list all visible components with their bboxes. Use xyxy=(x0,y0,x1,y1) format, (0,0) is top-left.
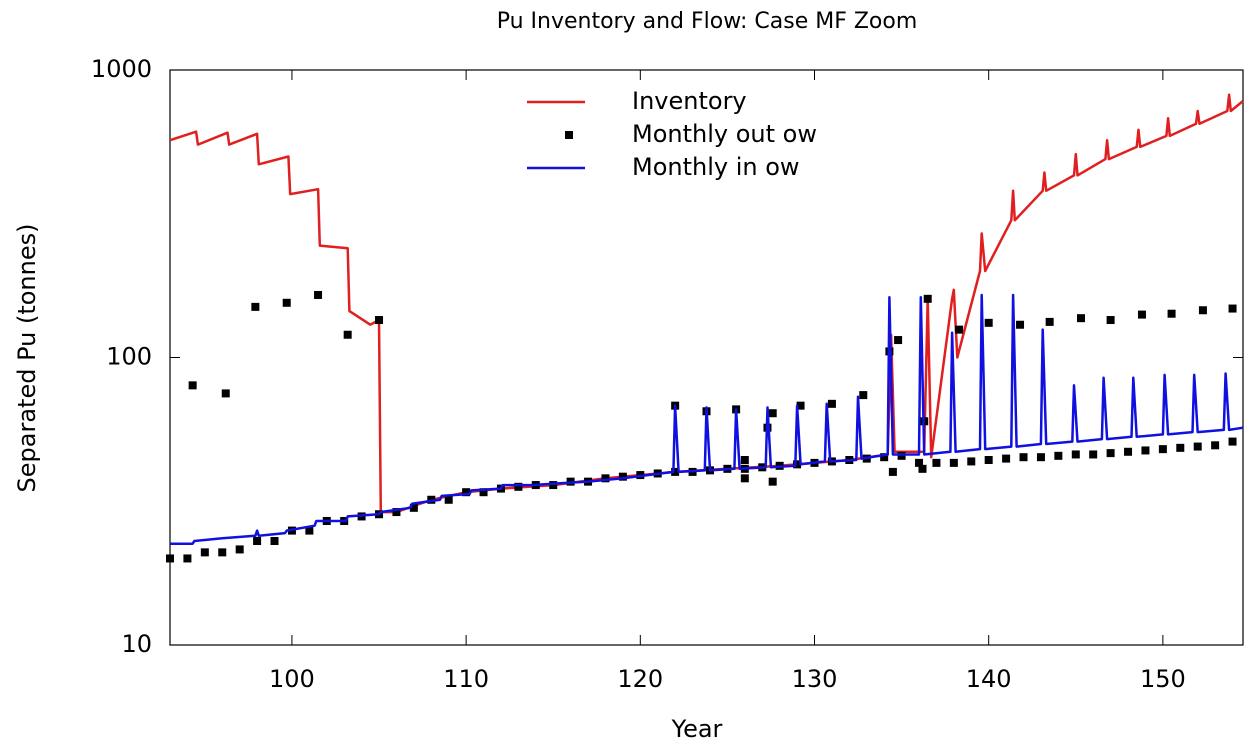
x-tick-label: 100 xyxy=(269,665,315,693)
data-point xyxy=(270,537,279,546)
data-point xyxy=(923,294,932,303)
data-point xyxy=(235,545,244,554)
data-point xyxy=(740,456,749,465)
x-tick-label: 150 xyxy=(1140,665,1186,693)
data-point xyxy=(1124,447,1133,456)
data-point xyxy=(859,391,868,400)
x-tick-label: 130 xyxy=(792,665,838,693)
data-point xyxy=(1089,450,1098,459)
data-point xyxy=(984,318,993,327)
data-point xyxy=(740,474,749,483)
x-axis-label: Year xyxy=(671,715,723,743)
data-point xyxy=(1016,320,1025,329)
data-point xyxy=(796,401,805,410)
data-line xyxy=(170,293,1244,545)
data-point xyxy=(218,548,227,557)
data-point xyxy=(183,554,192,563)
data-point xyxy=(915,458,924,467)
data-point xyxy=(251,302,260,311)
data-point xyxy=(1141,446,1150,455)
data-point xyxy=(253,537,262,546)
data-point xyxy=(601,474,610,483)
data-point xyxy=(949,458,958,467)
x-tick-label: 140 xyxy=(966,665,1012,693)
data-point xyxy=(1158,445,1167,454)
data-point xyxy=(221,389,230,398)
data-point xyxy=(188,381,197,390)
y-axis-label: Separated Pu (tonnes) xyxy=(13,224,41,493)
data-point xyxy=(1054,451,1063,460)
legend-label: Monthly out ow xyxy=(632,120,817,148)
x-tick-label: 110 xyxy=(443,665,489,693)
data-point xyxy=(1077,314,1086,323)
data-point xyxy=(514,482,523,491)
data-point xyxy=(1137,310,1146,319)
data-point xyxy=(827,399,836,408)
data-point xyxy=(166,554,174,563)
data-point xyxy=(392,508,401,517)
x-tick-label: 120 xyxy=(617,665,663,693)
data-point xyxy=(343,330,352,339)
data-point xyxy=(618,472,627,481)
data-point xyxy=(282,298,291,307)
data-point xyxy=(1106,316,1115,325)
data-point xyxy=(200,548,209,557)
chart-title: Pu Inventory and Flow: Case MF Zoom xyxy=(497,9,918,34)
data-point xyxy=(549,481,558,490)
data-point xyxy=(894,336,903,345)
data-point xyxy=(918,464,927,473)
data-point xyxy=(932,458,941,467)
data-point xyxy=(880,453,889,462)
data-point xyxy=(1167,309,1176,318)
data-point xyxy=(768,477,777,486)
data-point xyxy=(1176,443,1185,452)
legend-label: Monthly in ow xyxy=(632,153,800,181)
data-point xyxy=(1019,453,1028,462)
data-point xyxy=(671,467,680,476)
data-point xyxy=(462,488,471,497)
data-point xyxy=(1193,442,1202,451)
data-point xyxy=(1228,304,1237,313)
data-point xyxy=(967,457,976,466)
data-point xyxy=(375,316,384,325)
data-point xyxy=(793,460,802,469)
data-point xyxy=(1036,453,1045,462)
y-tick-label: 1000 xyxy=(91,55,152,83)
data-point xyxy=(1198,306,1207,315)
data-point xyxy=(444,495,453,504)
data-point xyxy=(1071,450,1080,459)
y-tick-label: 100 xyxy=(106,343,152,371)
data-point xyxy=(888,467,897,476)
data-point xyxy=(1106,449,1115,458)
data-point xyxy=(409,503,418,512)
data-point xyxy=(1228,437,1237,446)
data-point xyxy=(1002,454,1011,463)
data-point xyxy=(1211,441,1220,450)
data-point xyxy=(479,488,488,497)
data-point xyxy=(955,325,964,334)
y-tick-label: 10 xyxy=(121,630,152,658)
data-point xyxy=(1045,317,1054,326)
data-point xyxy=(897,451,906,460)
data-point xyxy=(984,456,993,465)
legend-label: Inventory xyxy=(632,87,747,115)
data-point xyxy=(768,409,777,418)
data-point xyxy=(314,290,323,299)
legend-marker xyxy=(565,131,573,139)
data-point xyxy=(305,526,314,535)
